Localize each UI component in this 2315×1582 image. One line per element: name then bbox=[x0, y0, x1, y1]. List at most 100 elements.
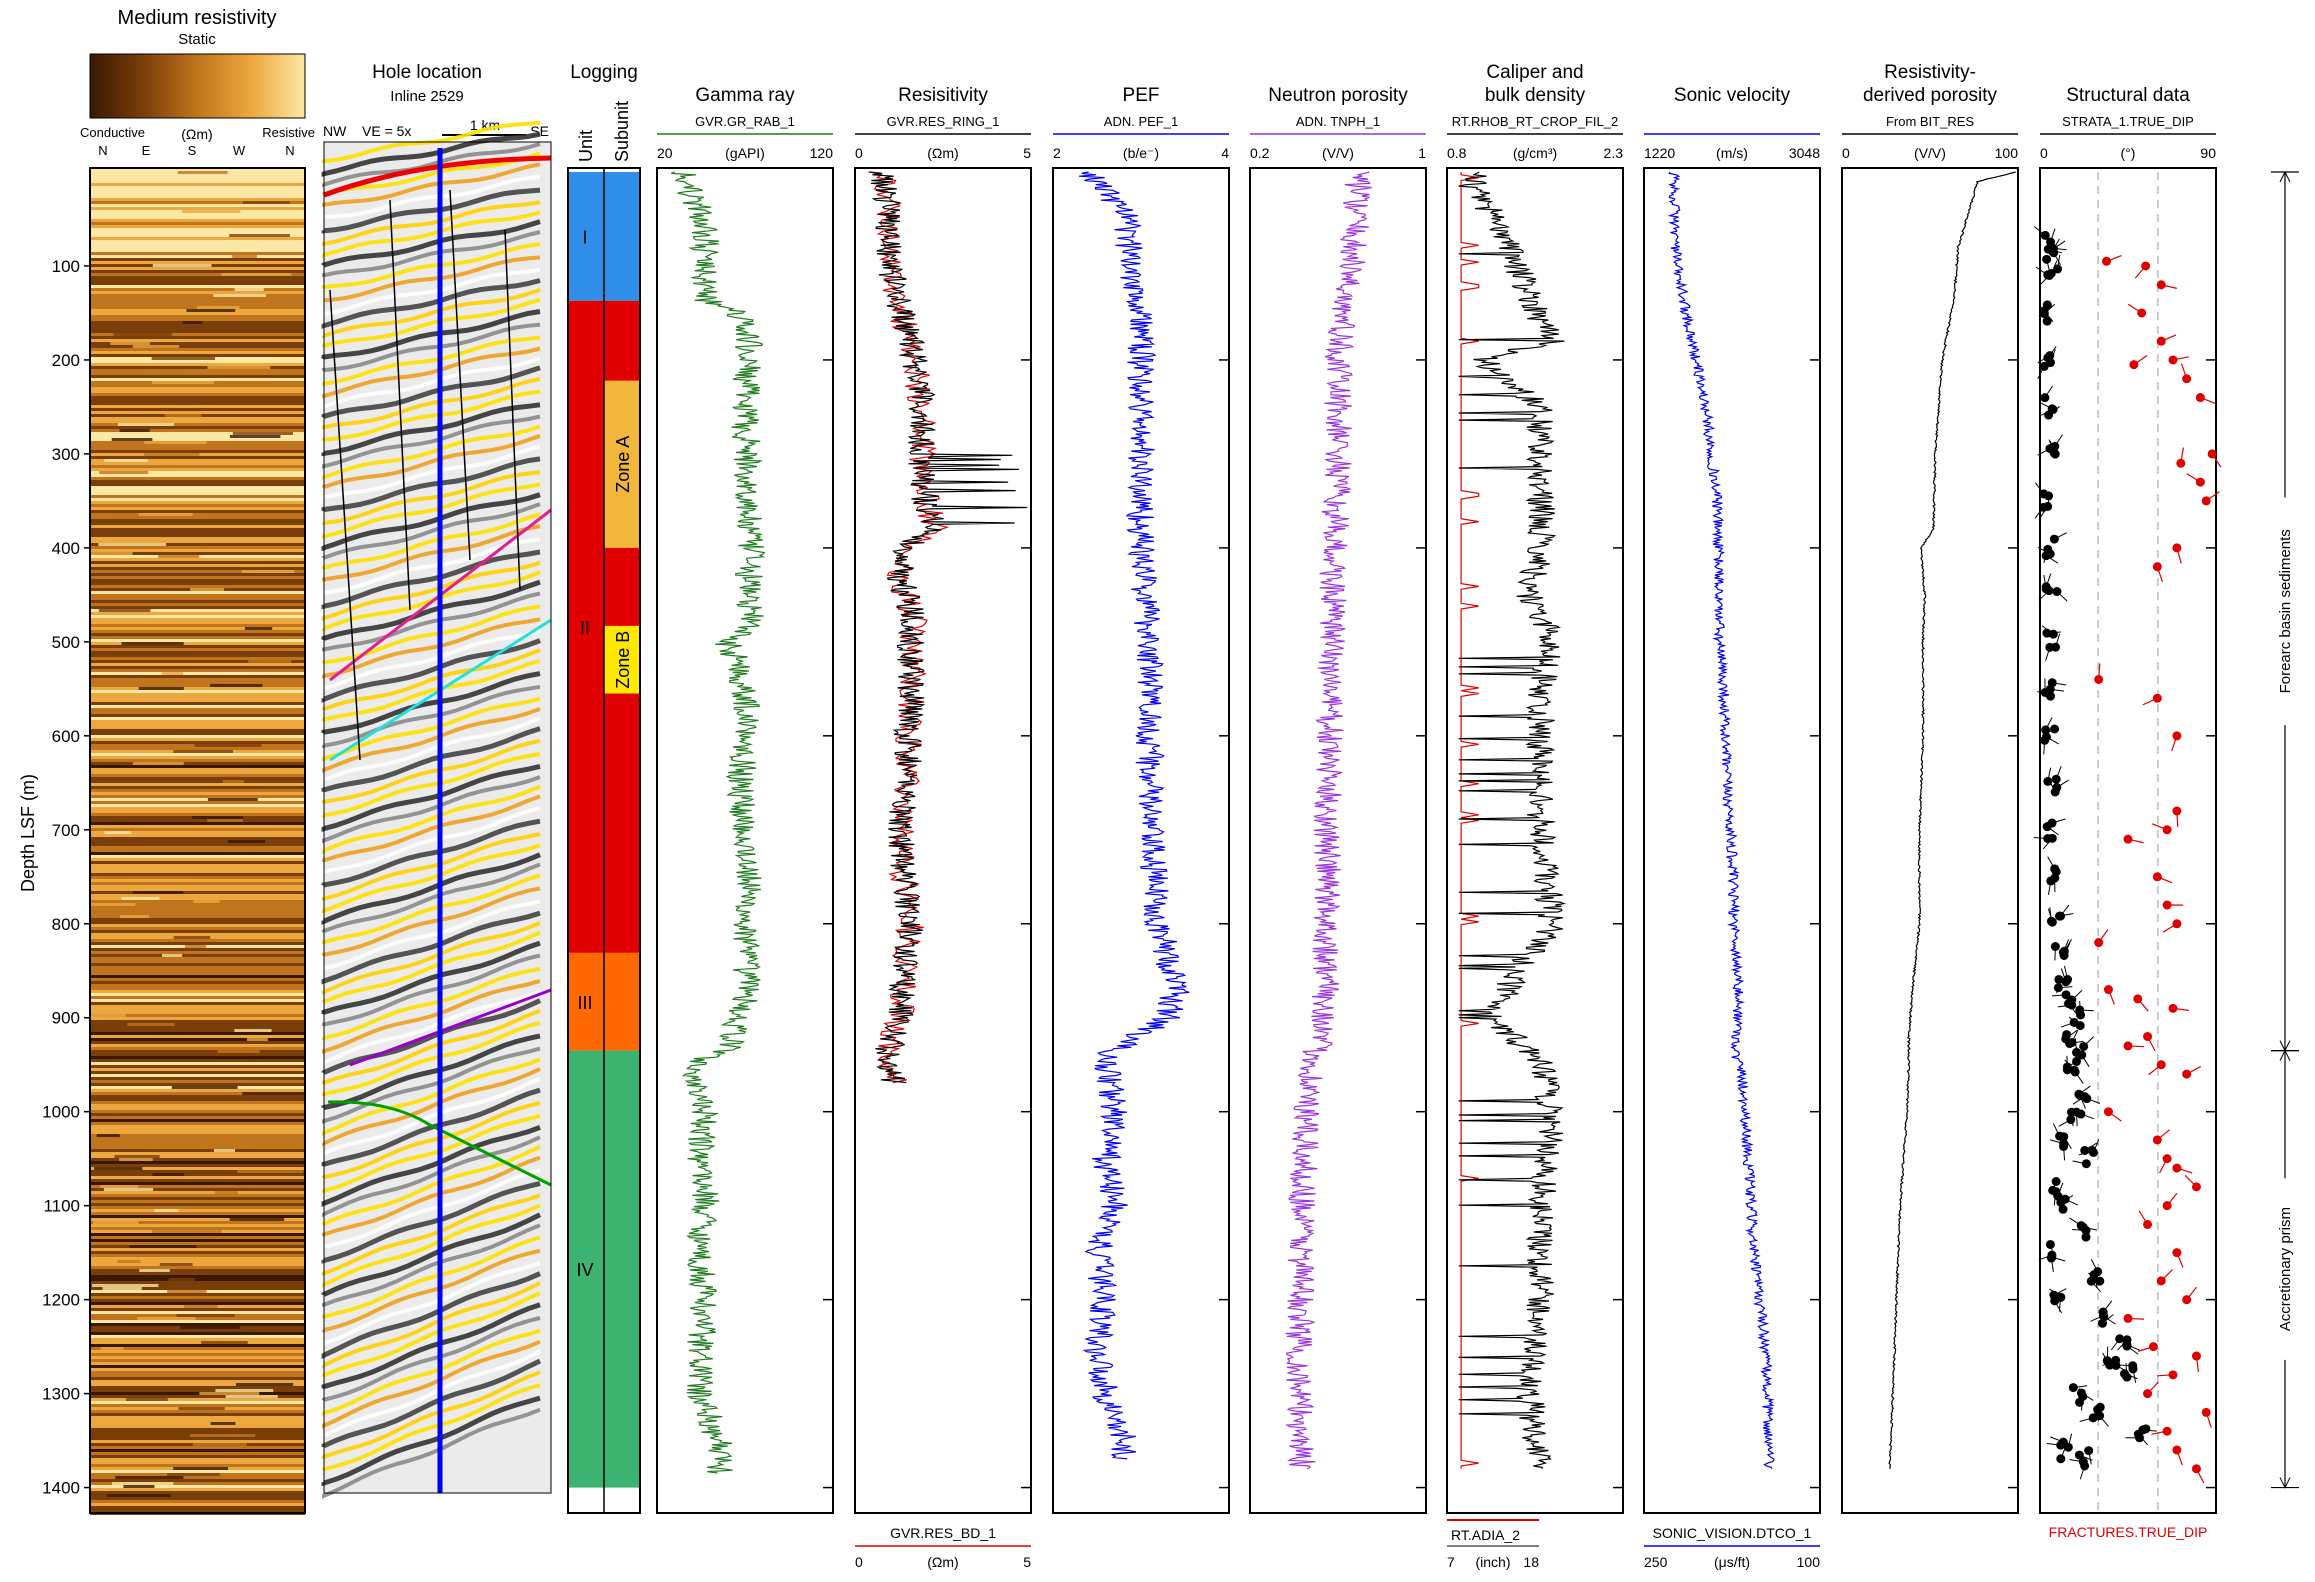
resistivity-image-band bbox=[90, 429, 305, 432]
resistivity-image-patch bbox=[111, 1482, 174, 1485]
resistivity-image-band bbox=[90, 1485, 305, 1488]
track-scale-min: 0 bbox=[855, 145, 863, 161]
resistivity-image-band bbox=[90, 1224, 305, 1227]
resistivity-image-band bbox=[90, 1032, 305, 1035]
resistivity-image-band bbox=[90, 216, 305, 219]
resistivity-image-patch bbox=[209, 1080, 268, 1083]
resistivity-image-patch bbox=[161, 474, 184, 477]
fracture-tadpole bbox=[2133, 994, 2143, 1004]
resistivity-image-band bbox=[90, 1428, 305, 1431]
fault-line bbox=[504, 229, 521, 591]
resistivity-image-band bbox=[90, 768, 305, 771]
fracture-tadpole bbox=[2152, 693, 2162, 703]
fracture-tadpole bbox=[2156, 336, 2166, 346]
bedding-tadpole bbox=[2054, 974, 2064, 984]
resistivity-image-band bbox=[90, 627, 305, 630]
fracture-tadpole bbox=[2191, 1464, 2201, 1474]
resistivity-image-patch bbox=[167, 1290, 207, 1293]
resistivity-image-patch bbox=[119, 1158, 153, 1161]
resistivity-image-band bbox=[90, 639, 305, 642]
resistivity-image-patch bbox=[242, 1092, 307, 1095]
resistivity-image-band bbox=[90, 771, 305, 774]
resistivity-image-band bbox=[90, 1500, 305, 1503]
seismic-reflector bbox=[321, 1395, 541, 1487]
fracture-tadpole bbox=[2137, 308, 2147, 318]
resistivity-image-band bbox=[90, 519, 305, 522]
resistivity-image-band bbox=[90, 222, 305, 225]
bedding-tadpole bbox=[2056, 911, 2066, 921]
resistivity-image-band bbox=[90, 1275, 305, 1278]
resistivity-image-band bbox=[90, 774, 305, 777]
track-unit: (°) bbox=[2121, 145, 2136, 161]
fracture-tadpole bbox=[2143, 1219, 2153, 1229]
bedding-tadpole bbox=[2048, 243, 2058, 253]
resistivity-image-band bbox=[90, 1116, 305, 1119]
resistivity-image-patch bbox=[184, 945, 206, 948]
resistivity-image-band bbox=[90, 705, 305, 708]
resistivity-image-band bbox=[90, 675, 305, 678]
seismic-reflector bbox=[322, 1248, 541, 1333]
resistivity-image-patch bbox=[106, 1500, 153, 1503]
resistivity-image-patch bbox=[98, 609, 151, 612]
resistivity-image-band bbox=[90, 1044, 305, 1047]
resistivity-image-band bbox=[90, 1392, 305, 1395]
resistivity-image-patch bbox=[165, 1005, 199, 1008]
seismic-reflector bbox=[322, 444, 541, 500]
resistivity-image-band bbox=[90, 1338, 305, 1341]
bedding-tadpole bbox=[2062, 1062, 2072, 1072]
fracture-tadpole bbox=[2168, 355, 2178, 365]
resistivity-image-patch bbox=[110, 342, 150, 345]
resistivity-image-band bbox=[90, 996, 305, 999]
resistivity-image-band bbox=[90, 471, 305, 474]
seismic-reflector bbox=[321, 278, 541, 329]
seismic-subtitle: Inline 2529 bbox=[390, 88, 463, 105]
seismic-reflector bbox=[322, 1008, 541, 1085]
seismic-reflectors bbox=[321, 120, 552, 1499]
seismic-reflector bbox=[322, 1067, 541, 1147]
bedding-tadpole bbox=[2047, 1252, 2057, 1262]
resistivity-image-band bbox=[90, 288, 305, 291]
resistivity-image-band bbox=[90, 1377, 305, 1380]
logging-title: Logging bbox=[570, 62, 638, 83]
resistivity-image-band bbox=[90, 1206, 305, 1209]
resistivity-image-band bbox=[90, 702, 305, 705]
resistivity-image-band bbox=[90, 396, 305, 399]
seismic-reflector bbox=[322, 142, 541, 188]
resistivity-image-patch bbox=[159, 1263, 193, 1266]
track-resisitivity: Resisitivity GVR.RES_RING_1 0 (Ωm) 5 GVR.RES_… bbox=[854, 85, 1032, 1570]
track-title: derived porosity bbox=[1863, 85, 1998, 106]
bedding-tadpole bbox=[2053, 983, 2063, 993]
resistivity-colorbar-right-label: Resistive bbox=[262, 125, 315, 140]
resistivity-image-band bbox=[90, 1488, 305, 1491]
resistivity-image-band bbox=[90, 480, 305, 483]
track-curve bbox=[1458, 171, 1567, 1469]
resistivity-image-patch bbox=[224, 876, 288, 879]
track-bottom-max: 100 bbox=[1797, 1554, 1821, 1570]
resistivity-image-band bbox=[90, 978, 305, 981]
resistivity-image-patch bbox=[185, 882, 212, 885]
resistivity-image-band bbox=[90, 1029, 305, 1032]
bedding-tadpole bbox=[2138, 1425, 2148, 1435]
bedding-tadpole bbox=[2079, 1041, 2089, 1051]
resistivity-image-patch bbox=[222, 780, 244, 783]
resistivity-image-band bbox=[90, 654, 305, 657]
seismic-reflector bbox=[322, 806, 541, 874]
section-label: Forearc basin sediments bbox=[2277, 529, 2294, 693]
resistivity-image-band bbox=[90, 1254, 305, 1257]
seismic-reflector bbox=[322, 356, 541, 410]
resistivity-image-patch bbox=[171, 1086, 238, 1089]
section-arrow-up bbox=[2279, 1049, 2291, 1061]
resistivity-image-band bbox=[90, 438, 305, 441]
resistivity-image-band bbox=[90, 564, 305, 567]
section-label: Accretionary prism bbox=[2277, 1207, 2294, 1331]
resistivity-image-band bbox=[90, 339, 305, 342]
seismic-reflector bbox=[322, 617, 541, 679]
resistivity-image-band bbox=[90, 1038, 305, 1041]
fault-line bbox=[389, 199, 411, 611]
seismic-reflector bbox=[322, 1261, 541, 1347]
resistivity-image-patch bbox=[173, 1467, 228, 1470]
resistivity-image-band bbox=[90, 249, 305, 252]
fracture-tadpole bbox=[2162, 1426, 2172, 1436]
fracture-tadpole bbox=[2123, 1041, 2133, 1051]
